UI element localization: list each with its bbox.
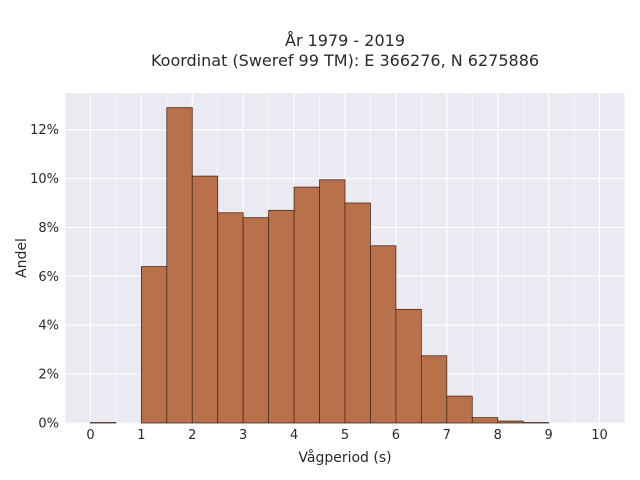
histogram-bar <box>191 175 219 424</box>
x-axis-ticks: 0 1 2 3 4 5 6 7 8 9 10 <box>86 428 608 443</box>
x-tick-label: 7 <box>443 428 451 443</box>
histogram-bar <box>166 107 193 424</box>
histogram-bar <box>268 209 295 424</box>
y-axis-label: Andel <box>14 238 30 278</box>
histogram-bar <box>293 186 320 424</box>
x-tick-label: 3 <box>239 428 247 443</box>
histogram-bar <box>471 417 499 424</box>
y-axis-ticks: 0% 2% 4% 6% 8% 10% 12% <box>30 123 59 431</box>
x-tick-label: 1 <box>137 428 145 443</box>
chart-title-line1: År 1979 - 2019 <box>285 31 405 50</box>
y-tick-label: 0% <box>38 417 59 432</box>
y-tick-label: 10% <box>30 172 59 187</box>
histogram-bar <box>140 266 168 424</box>
bars <box>90 107 550 424</box>
y-tick-label: 4% <box>38 319 59 334</box>
y-tick-label: 8% <box>38 221 59 236</box>
histogram-bar <box>395 308 422 424</box>
histogram-bar <box>319 179 346 424</box>
x-tick-label: 9 <box>544 428 552 443</box>
x-tick-label: 0 <box>86 428 94 443</box>
y-tick-label: 6% <box>38 270 59 285</box>
histogram-bar <box>420 355 448 424</box>
x-tick-label: 5 <box>341 428 349 443</box>
histogram-bar <box>497 420 524 424</box>
histogram-bar <box>446 395 473 424</box>
x-tick-label: 4 <box>290 428 298 443</box>
chart-title-line2: Koordinat (Sweref 99 TM): E 366276, N 62… <box>151 51 539 70</box>
histogram-bar <box>370 245 397 424</box>
x-tick-label: 2 <box>188 428 196 443</box>
y-tick-label: 2% <box>38 368 59 383</box>
histogram-bar <box>217 212 244 424</box>
x-tick-label: 6 <box>392 428 400 443</box>
y-tick-label: 12% <box>30 123 59 138</box>
x-tick-label: 8 <box>494 428 502 443</box>
x-axis-label: Vågperiod (s) <box>298 449 391 466</box>
histogram-bar <box>344 202 371 424</box>
x-tick-label: 10 <box>591 428 608 443</box>
histogram-bar <box>242 217 270 424</box>
